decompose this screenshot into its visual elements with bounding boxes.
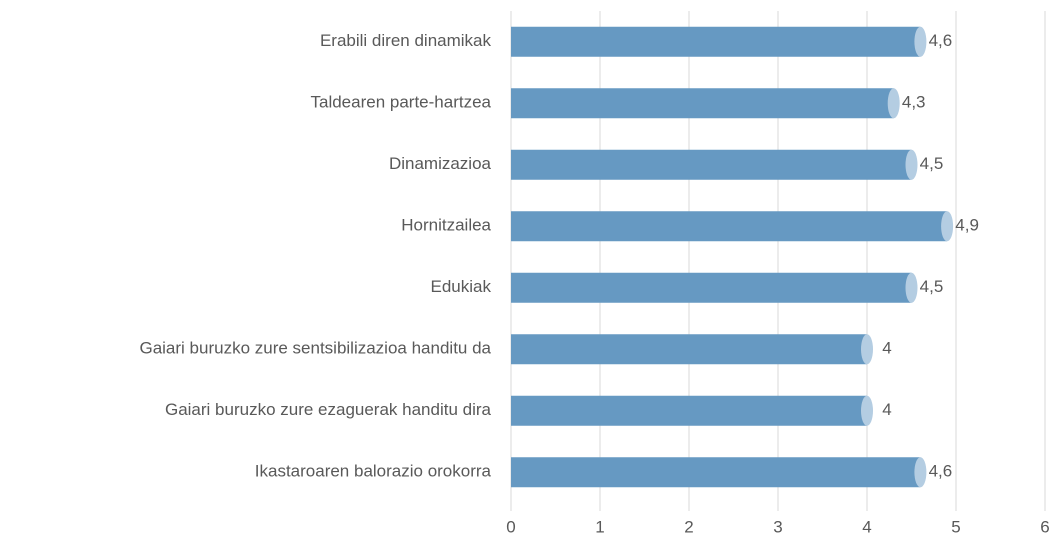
bar	[511, 149, 912, 180]
x-tick-label: 2	[684, 517, 693, 536]
data-label: 4	[882, 339, 891, 358]
bar	[511, 457, 921, 488]
data-label: 4,3	[902, 93, 926, 112]
bar	[511, 88, 894, 119]
y-tick-label: Gaiari buruzko zure sentsibilizazioa han…	[139, 339, 491, 358]
data-label: 4	[882, 400, 891, 419]
bar	[511, 272, 912, 303]
data-label: 4,6	[929, 462, 953, 481]
bar-cap	[941, 211, 954, 242]
x-tick-label: 5	[951, 517, 960, 536]
bar-cap	[887, 88, 900, 119]
data-label: 4,5	[920, 154, 944, 173]
x-tick-label: 6	[1040, 517, 1049, 536]
y-tick-label: Hornitzailea	[401, 216, 491, 235]
data-label: 4,6	[929, 31, 953, 50]
bar-cap	[914, 457, 927, 488]
x-tick-label: 4	[862, 517, 871, 536]
x-tick-label: 3	[773, 517, 782, 536]
bar	[511, 26, 921, 57]
x-tick-label: 0	[506, 517, 515, 536]
y-tick-label: Dinamizazioa	[389, 154, 492, 173]
bar	[511, 211, 948, 242]
bar-cap	[861, 395, 873, 426]
bar-cap	[914, 26, 927, 57]
bar	[511, 395, 867, 426]
y-tick-label: Ikastaroaren balorazio orokorra	[255, 462, 492, 481]
y-tick-label: Erabili diren dinamikak	[320, 31, 492, 50]
bar-cap	[905, 149, 918, 180]
bar-cap	[905, 272, 918, 303]
bar-cap	[861, 334, 873, 365]
y-tick-label: Edukiak	[431, 277, 492, 296]
bar	[511, 334, 867, 365]
x-tick-label: 1	[595, 517, 604, 536]
data-label: 4,9	[955, 216, 979, 235]
y-tick-label: Gaiari buruzko zure ezaguerak handitu di…	[165, 400, 492, 419]
data-label: 4,5	[920, 277, 944, 296]
y-tick-label: Taldearen parte-hartzea	[310, 93, 491, 112]
